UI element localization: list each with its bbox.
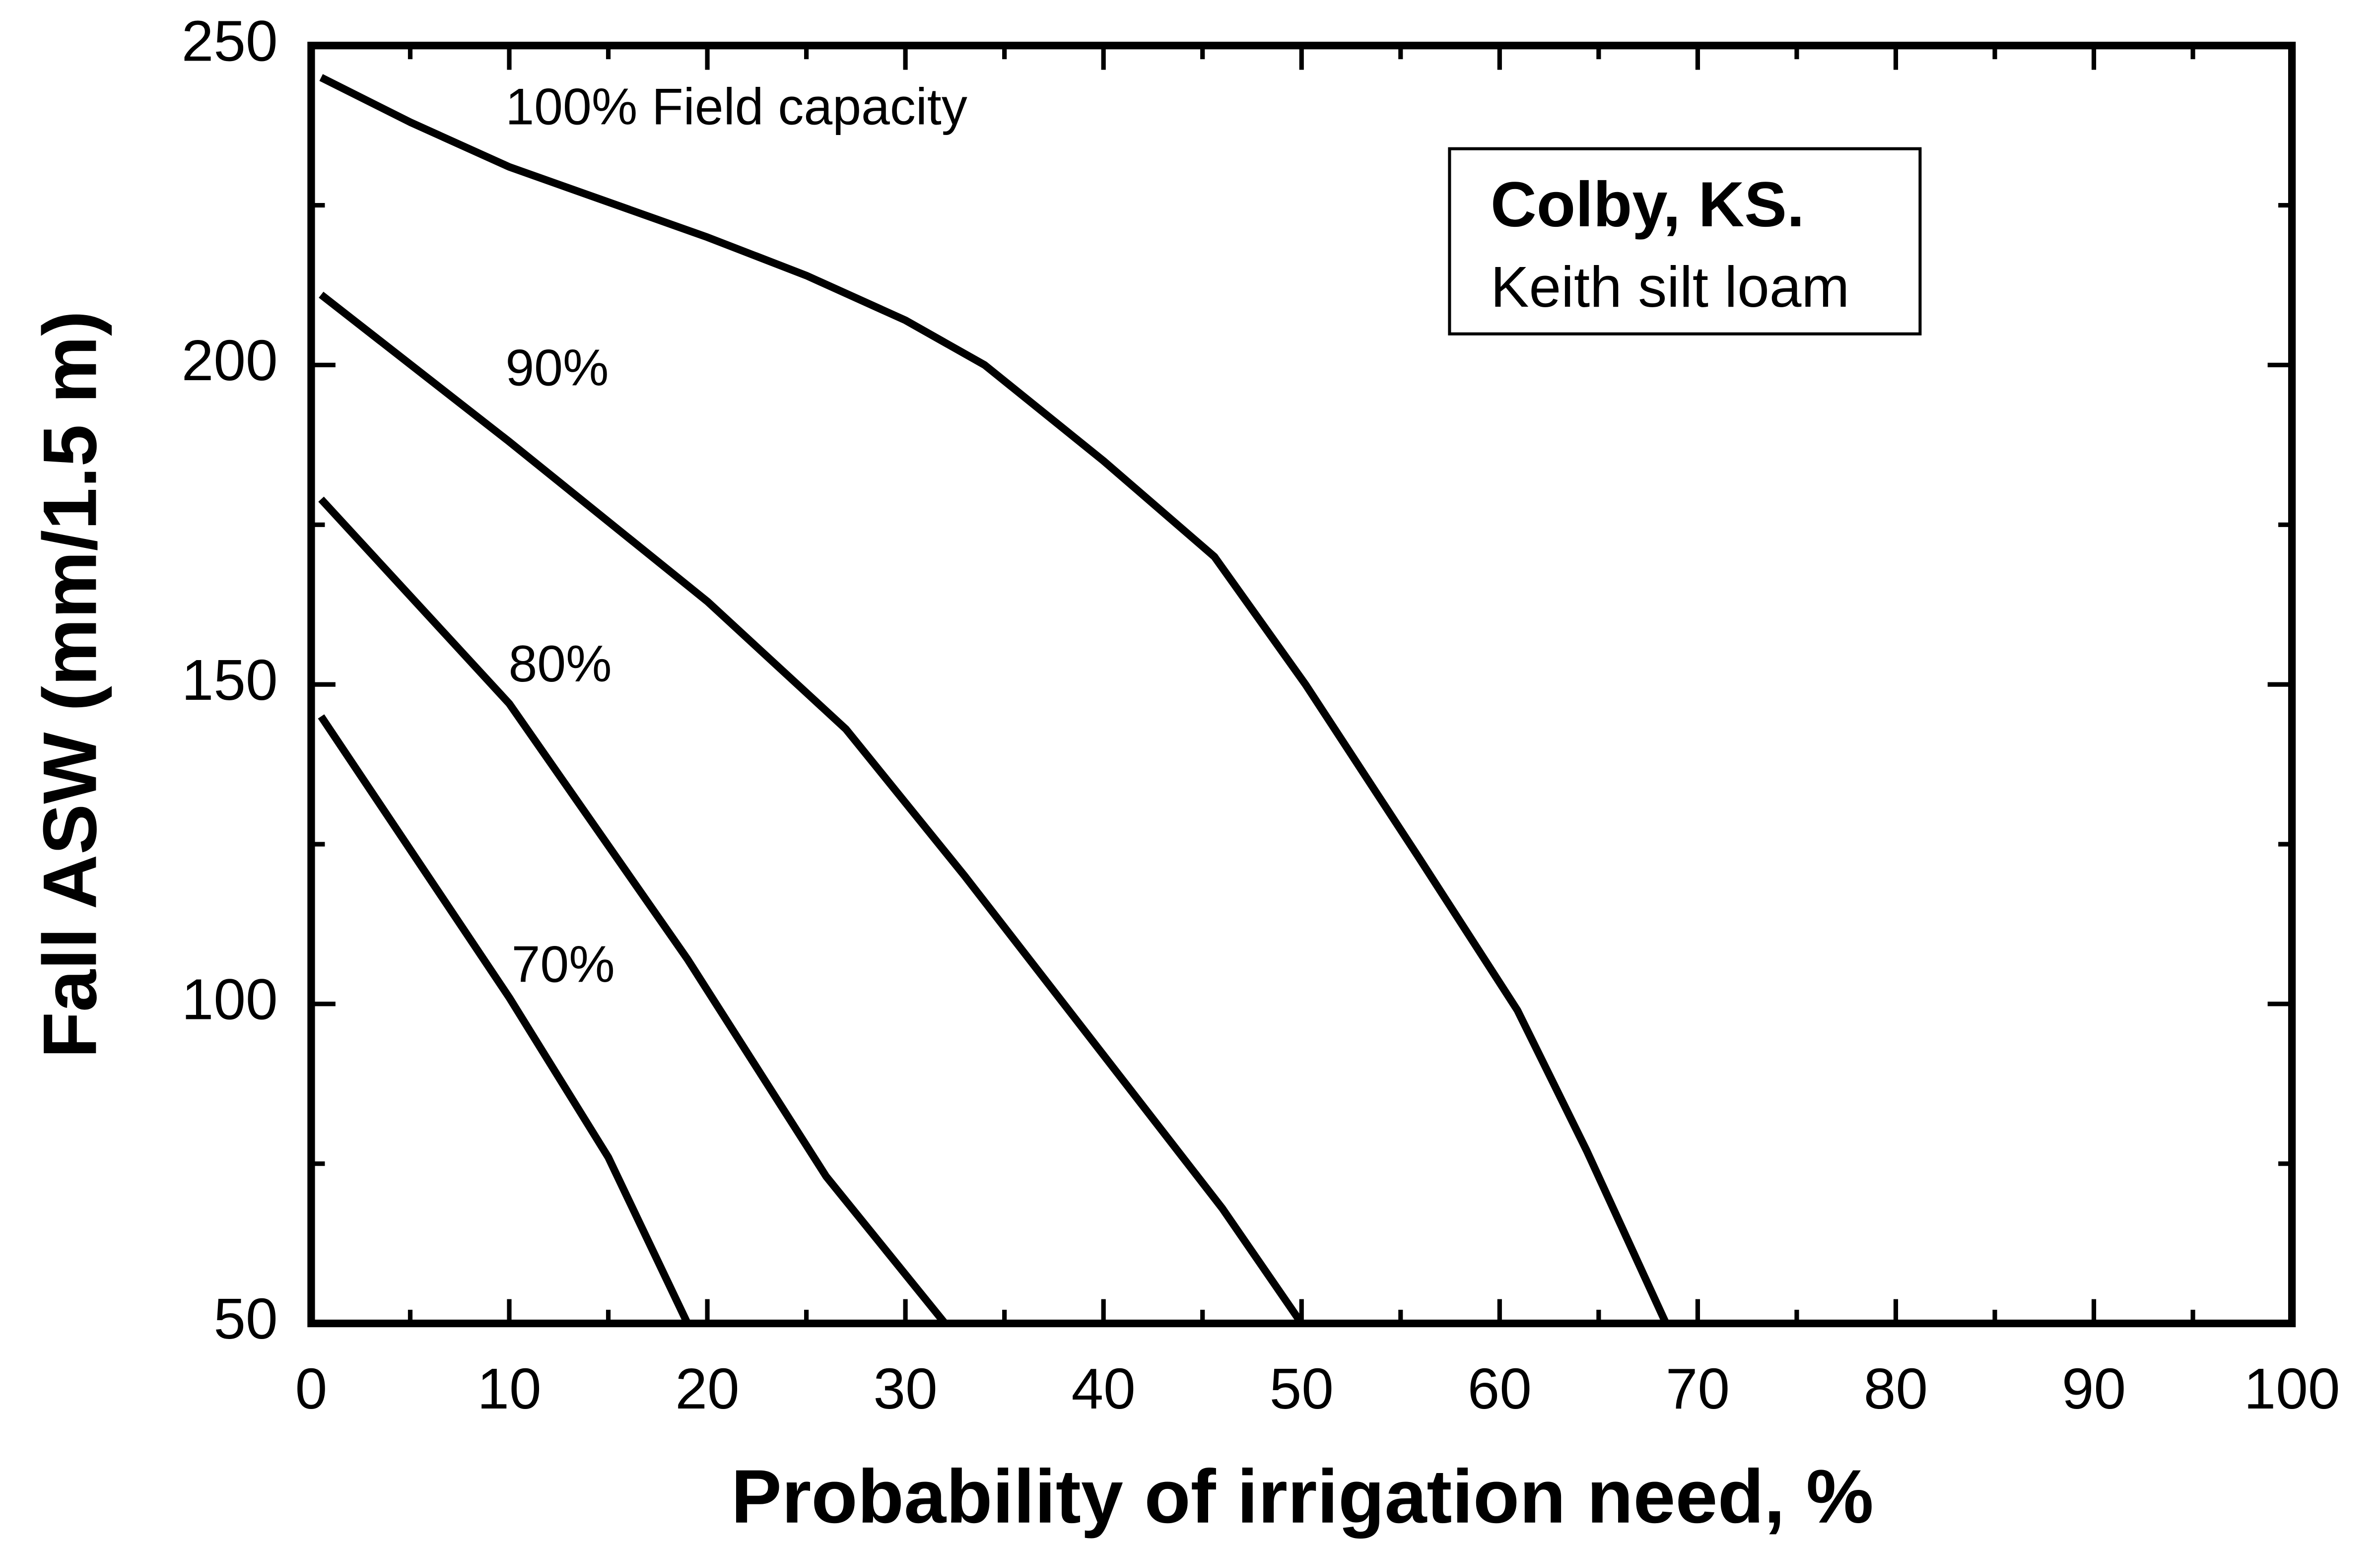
series-line: [318, 714, 691, 1325]
soil-label: Keith silt loam: [1491, 255, 1849, 319]
y-axis-title: Fall ASW (mm/1.5 m): [28, 311, 112, 1058]
series-label: 90%: [505, 339, 609, 397]
legend-box: [1448, 147, 1922, 336]
series-line: [319, 74, 1670, 1325]
x-tick-label: 80: [1864, 1356, 1928, 1421]
x-tick-label: 100: [2244, 1356, 2340, 1421]
x-tick-label: 20: [675, 1356, 739, 1421]
x-tick-label: 60: [1468, 1356, 1532, 1421]
x-tick-label: 30: [874, 1356, 938, 1421]
x-tick-label: 70: [1666, 1356, 1730, 1421]
x-tick-label: 50: [1270, 1356, 1334, 1421]
location-label: Colby, KS.: [1491, 169, 1805, 240]
series-label: 80%: [508, 635, 612, 693]
series-line: [319, 291, 1305, 1326]
series-line: [318, 496, 948, 1326]
y-tick-label: 100: [182, 967, 278, 1032]
y-tick-label: 50: [213, 1286, 277, 1351]
series-label: 100% Field capacity: [505, 78, 967, 136]
y-tick-label: 250: [182, 8, 278, 73]
x-tick-label: 90: [2062, 1356, 2126, 1421]
series-label: 70%: [512, 936, 615, 993]
x-tick-label: 0: [295, 1356, 328, 1421]
x-tick-label: 40: [1072, 1356, 1136, 1421]
y-tick-label: 200: [182, 328, 278, 393]
x-tick-label: 10: [477, 1356, 541, 1421]
y-tick-label: 150: [182, 648, 278, 712]
x-axis-title: Probability of irrigation need, %: [731, 1455, 1874, 1539]
